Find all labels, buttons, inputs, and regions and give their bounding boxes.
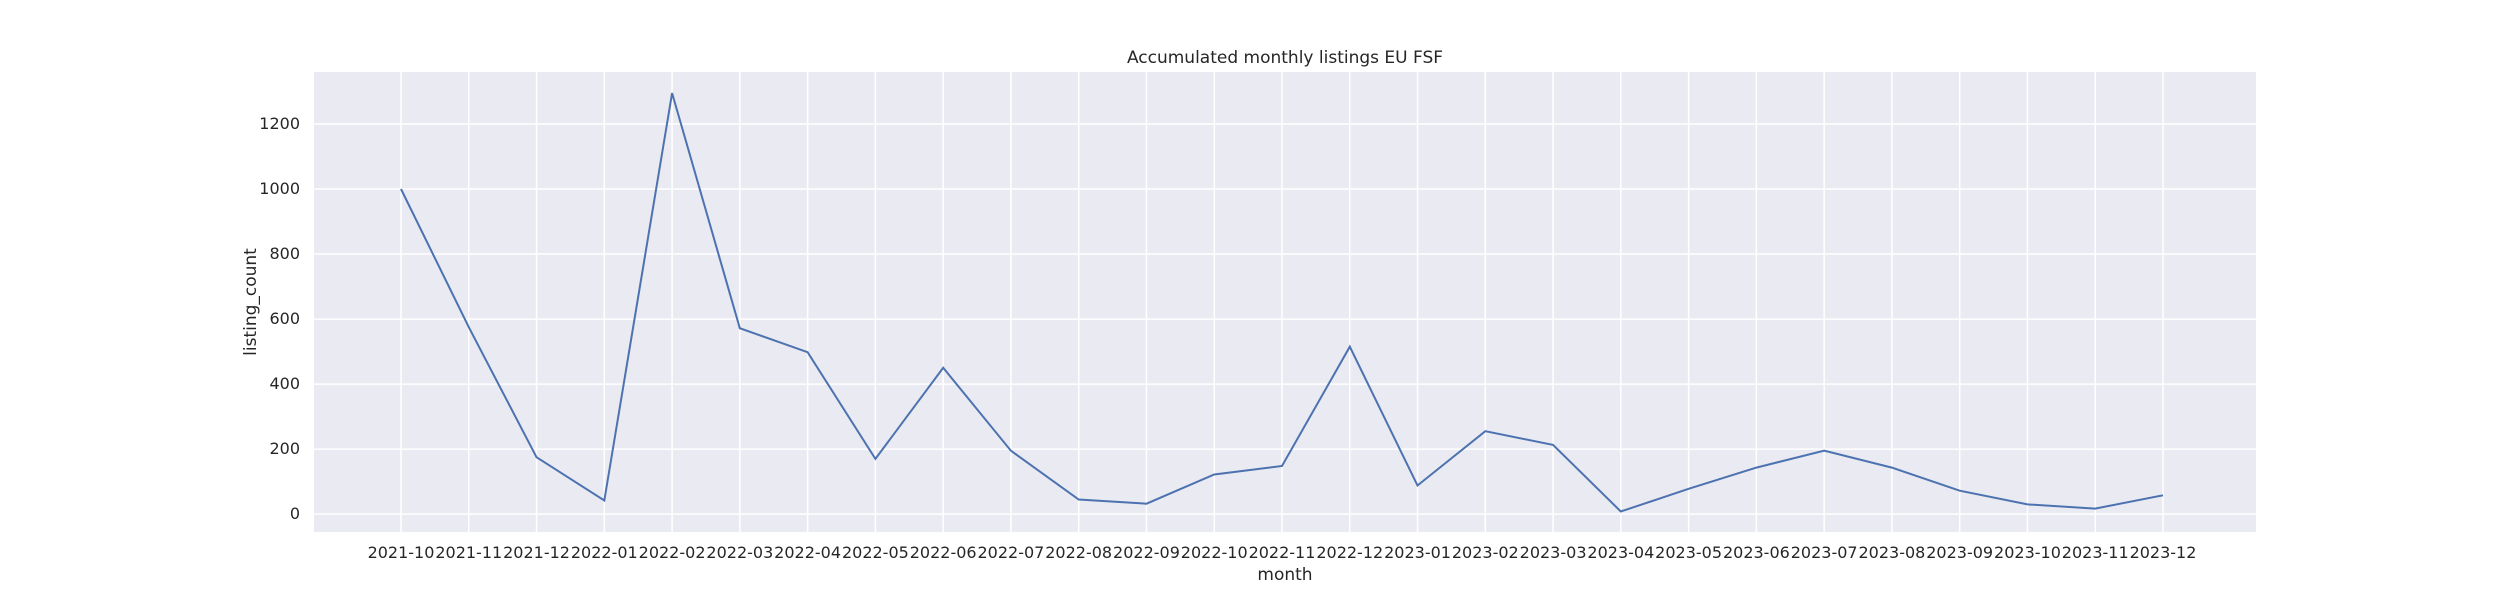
x-tick-label: 2022-09 bbox=[1113, 543, 1180, 562]
plot-area bbox=[314, 72, 2256, 532]
x-tick-label: 2023-07 bbox=[1791, 543, 1858, 562]
x-tick-label: 2022-05 bbox=[842, 543, 909, 562]
x-tick-label: 2022-11 bbox=[1249, 543, 1316, 562]
x-tick-label: 2023-12 bbox=[2130, 543, 2197, 562]
x-tick-label: 2021-10 bbox=[368, 543, 435, 562]
x-tick-label: 2022-01 bbox=[571, 543, 638, 562]
x-tick-labels: 2021-10 2021-11 2021-12 2022-01 2022-02 2022-… bbox=[368, 543, 2197, 562]
x-tick-label: 2022-10 bbox=[1181, 543, 1248, 562]
x-tick-label: 2023-02 bbox=[1452, 543, 1519, 562]
grid-lines bbox=[314, 72, 2256, 532]
y-tick-label: 600 bbox=[269, 309, 300, 328]
x-tick-label: 2022-02 bbox=[639, 543, 706, 562]
x-tick-label: 2023-09 bbox=[1926, 543, 1993, 562]
x-tick-label: 2023-08 bbox=[1858, 543, 1925, 562]
y-tick-label: 1200 bbox=[259, 114, 300, 133]
y-axis-label: listing_count bbox=[241, 248, 261, 356]
x-tick-label: 2022-04 bbox=[774, 543, 841, 562]
x-tick-label: 2021-11 bbox=[435, 543, 502, 562]
y-tick-label: 1000 bbox=[259, 179, 300, 198]
y-tick-label: 400 bbox=[269, 374, 300, 393]
x-tick-label: 2022-06 bbox=[910, 543, 977, 562]
y-tick-labels: 0 200 400 600 800 1000 1200 bbox=[259, 114, 300, 523]
x-tick-label: 2022-07 bbox=[977, 543, 1044, 562]
chart-title: Accumulated monthly listings EU FSF bbox=[1127, 48, 1443, 68]
x-tick-label: 2023-05 bbox=[1655, 543, 1722, 562]
y-tick-label: 0 bbox=[290, 504, 300, 523]
x-axis-label: month bbox=[1257, 565, 1312, 585]
x-tick-label: 2023-03 bbox=[1520, 543, 1587, 562]
x-tick-label: 2022-12 bbox=[1316, 543, 1383, 562]
x-tick-label: 2023-06 bbox=[1723, 543, 1790, 562]
x-tick-label: 2021-12 bbox=[503, 543, 570, 562]
x-tick-label: 2022-08 bbox=[1045, 543, 1112, 562]
y-tick-label: 200 bbox=[269, 439, 300, 458]
series-line bbox=[400, 92, 2164, 513]
x-tick-label: 2023-04 bbox=[1587, 543, 1654, 562]
x-tick-label: 2023-11 bbox=[2062, 543, 2129, 562]
x-tick-label: 2023-10 bbox=[1994, 543, 2061, 562]
y-tick-label: 800 bbox=[269, 244, 300, 263]
x-tick-label: 2023-01 bbox=[1384, 543, 1451, 562]
x-tick-label: 2022-03 bbox=[706, 543, 773, 562]
